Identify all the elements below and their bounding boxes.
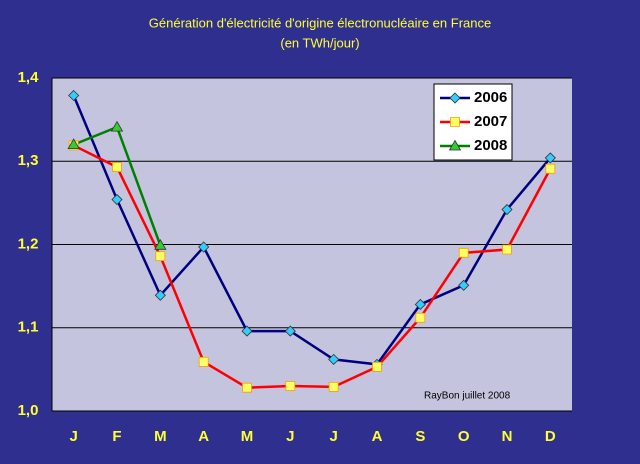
y-tick-label: 1,1 xyxy=(18,319,39,336)
y-tick-label: 1,0 xyxy=(18,402,39,419)
data-point xyxy=(111,193,123,206)
data-point xyxy=(372,361,382,372)
data-point xyxy=(414,298,426,311)
x-tick-label: M xyxy=(241,428,254,445)
annotation: RayBon juillet 2008 xyxy=(424,391,511,402)
legend: 2006 2007 2008 xyxy=(433,83,513,161)
x-tick-label: S xyxy=(415,428,425,445)
series-line xyxy=(73,144,552,389)
data-point xyxy=(110,120,124,132)
x-tick-label: O xyxy=(458,428,470,445)
chart-subtitle: (en TWh/jour) xyxy=(280,35,359,50)
data-point xyxy=(68,89,80,102)
data-point xyxy=(242,382,252,393)
data-point xyxy=(458,247,469,258)
y-tick-label: 1,3 xyxy=(18,152,39,169)
x-tick-label: J xyxy=(286,428,294,445)
data-point xyxy=(241,325,253,337)
chart-title: Génération d'électricité d'origine élect… xyxy=(149,15,491,30)
x-tick-label: D xyxy=(545,428,556,445)
data-point xyxy=(198,356,209,367)
data-point xyxy=(328,381,339,392)
series-line xyxy=(72,95,552,366)
legend-label: 2006 xyxy=(474,89,507,106)
y-tick-label: 1,4 xyxy=(18,69,40,86)
legend-marker xyxy=(449,92,461,104)
data-point xyxy=(112,162,122,172)
x-tick-label: M xyxy=(154,428,167,445)
data-point xyxy=(458,279,470,291)
data-point xyxy=(501,203,513,216)
legend-label: 2007 xyxy=(474,113,507,130)
legend-label: 2008 xyxy=(474,137,507,154)
data-point xyxy=(154,239,167,250)
data-point xyxy=(415,312,426,323)
data-point xyxy=(544,152,556,164)
x-tick-label: F xyxy=(112,428,121,445)
legend-marker xyxy=(450,117,460,127)
x-tick-label: J xyxy=(329,428,337,445)
data-point xyxy=(154,289,166,301)
data-point xyxy=(67,138,80,150)
data-point xyxy=(502,244,512,255)
data-point xyxy=(198,241,210,253)
data-point xyxy=(285,381,296,391)
y-tick-label: 1,2 xyxy=(18,235,39,252)
x-tick-label: A xyxy=(372,428,383,445)
data-point xyxy=(284,325,296,337)
x-tick-label: N xyxy=(502,428,513,445)
x-tick-label: A xyxy=(198,428,209,445)
x-tick-label: J xyxy=(69,428,77,445)
data-point xyxy=(328,353,340,365)
data-point xyxy=(545,163,556,174)
legend-marker xyxy=(448,139,462,151)
data-point xyxy=(155,251,166,262)
